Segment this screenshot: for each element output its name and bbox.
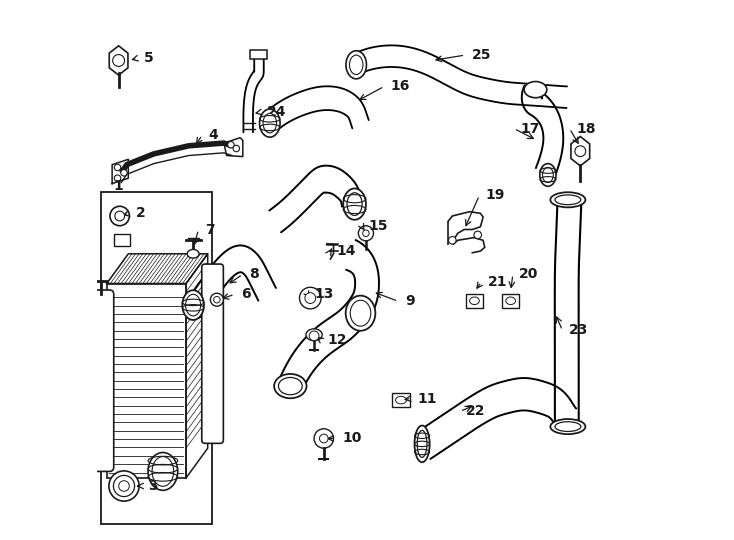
Circle shape	[109, 471, 139, 501]
Text: 23: 23	[569, 323, 589, 338]
Ellipse shape	[542, 167, 553, 183]
Circle shape	[233, 145, 239, 152]
Bar	[250, 50, 266, 59]
Text: 22: 22	[466, 404, 486, 418]
Text: 3: 3	[148, 479, 157, 493]
FancyBboxPatch shape	[466, 294, 483, 308]
Text: 18: 18	[576, 122, 595, 136]
Bar	[115, 234, 131, 246]
Text: 20: 20	[519, 267, 539, 281]
Circle shape	[112, 55, 125, 66]
Ellipse shape	[187, 249, 199, 258]
Text: 6: 6	[241, 287, 251, 301]
Circle shape	[305, 293, 316, 303]
Ellipse shape	[148, 453, 178, 490]
Circle shape	[115, 175, 121, 181]
Text: 5: 5	[144, 51, 153, 65]
Circle shape	[228, 141, 234, 148]
Text: 11: 11	[418, 392, 437, 406]
Text: 8: 8	[250, 267, 259, 281]
Circle shape	[363, 230, 369, 237]
Ellipse shape	[555, 422, 581, 431]
Ellipse shape	[182, 291, 204, 320]
Ellipse shape	[263, 113, 277, 133]
Circle shape	[314, 429, 333, 448]
Text: 19: 19	[486, 188, 505, 202]
FancyBboxPatch shape	[502, 294, 519, 308]
Text: 7: 7	[205, 222, 214, 237]
Text: 16: 16	[390, 79, 410, 93]
Ellipse shape	[346, 296, 375, 330]
Circle shape	[474, 231, 482, 239]
Text: 2: 2	[136, 206, 145, 220]
FancyBboxPatch shape	[392, 393, 410, 407]
Bar	[106, 284, 186, 478]
Ellipse shape	[349, 55, 363, 75]
Circle shape	[121, 170, 127, 176]
Circle shape	[358, 226, 374, 241]
Text: 10: 10	[342, 431, 362, 446]
Circle shape	[319, 434, 328, 443]
Circle shape	[214, 296, 220, 303]
Ellipse shape	[539, 164, 556, 186]
Ellipse shape	[417, 430, 427, 457]
Text: 4: 4	[208, 128, 219, 142]
Ellipse shape	[347, 193, 362, 215]
Text: 25: 25	[472, 48, 491, 62]
Text: 24: 24	[266, 105, 286, 119]
Circle shape	[299, 287, 321, 309]
Polygon shape	[109, 46, 128, 75]
Ellipse shape	[415, 426, 429, 462]
Ellipse shape	[555, 195, 581, 205]
Text: 17: 17	[520, 122, 539, 136]
Text: 13: 13	[314, 287, 333, 301]
Circle shape	[309, 331, 319, 341]
Bar	[101, 192, 212, 524]
Text: 1: 1	[113, 179, 123, 193]
Circle shape	[115, 164, 121, 171]
Ellipse shape	[524, 82, 547, 98]
Ellipse shape	[152, 457, 174, 486]
Circle shape	[115, 211, 125, 221]
Ellipse shape	[550, 192, 586, 207]
Ellipse shape	[278, 377, 302, 395]
FancyBboxPatch shape	[202, 264, 223, 443]
Text: 21: 21	[488, 275, 507, 289]
Circle shape	[114, 475, 134, 497]
Circle shape	[119, 481, 129, 491]
Circle shape	[448, 237, 456, 244]
Text: 9: 9	[404, 294, 415, 308]
FancyBboxPatch shape	[89, 290, 114, 471]
Ellipse shape	[350, 300, 371, 326]
Ellipse shape	[344, 188, 366, 220]
Circle shape	[575, 146, 586, 157]
Ellipse shape	[186, 294, 200, 316]
Text: 14: 14	[337, 244, 356, 258]
Ellipse shape	[550, 419, 586, 434]
Circle shape	[211, 293, 223, 306]
Ellipse shape	[346, 51, 366, 79]
Circle shape	[110, 206, 129, 226]
Ellipse shape	[260, 109, 280, 137]
Text: 15: 15	[368, 219, 388, 233]
Polygon shape	[571, 137, 589, 166]
Text: 12: 12	[327, 333, 347, 347]
Ellipse shape	[306, 329, 322, 341]
Ellipse shape	[274, 374, 307, 399]
